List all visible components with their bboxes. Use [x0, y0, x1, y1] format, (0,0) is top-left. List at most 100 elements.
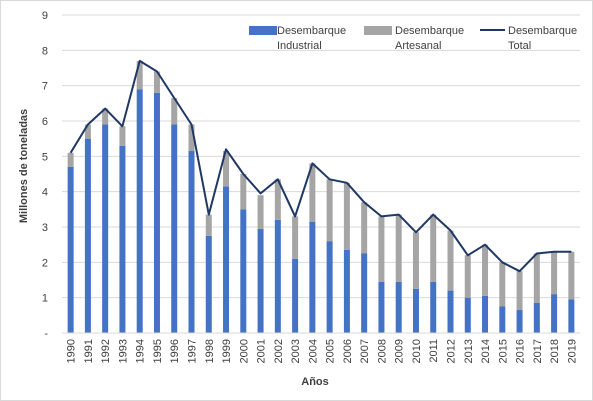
x-tick-label: 2013 [463, 339, 475, 363]
y-tick-label: 2 [42, 257, 48, 269]
bar-desembarque-industrial-1992 [102, 124, 109, 334]
legend: Desembarque Industrial Desembarque Artes… [249, 25, 577, 52]
y-axis-title: Millones de toneladas [18, 109, 30, 223]
x-tick-label: 1992 [100, 339, 112, 363]
line-desembarque-total [69, 59, 572, 273]
x-tick-label: 1990 [66, 339, 78, 363]
bar-desembarque-artesanal-2017 [533, 253, 540, 303]
x-tick-label: 2000 [238, 339, 250, 363]
bars [67, 60, 575, 334]
bar-desembarque-industrial-2018 [551, 294, 558, 333]
bar-desembarque-industrial-2009 [395, 281, 402, 333]
total-line [69, 59, 572, 273]
bar-desembarque-artesanal-2008 [378, 216, 385, 282]
bar-desembarque-artesanal-2005 [326, 179, 333, 242]
bar-desembarque-industrial-1990 [67, 166, 74, 333]
y-tick-label: - [44, 328, 48, 340]
bar-desembarque-artesanal-2015 [499, 262, 506, 307]
bar-desembarque-artesanal-2003 [292, 216, 299, 259]
x-tick-label: 2009 [394, 339, 406, 363]
bar-desembarque-industrial-2010 [412, 288, 419, 333]
legend-label-total-line1: Desembarque [508, 25, 577, 37]
x-tick-label: 2006 [342, 339, 354, 363]
x-tick-label: 2014 [480, 339, 492, 363]
x-tick-label: 2018 [549, 339, 561, 363]
y-tick-label: 3 [42, 222, 48, 234]
bar-desembarque-artesanal-2012 [447, 230, 454, 291]
bar-desembarque-artesanal-2016 [516, 271, 523, 311]
x-tick-label: 2015 [497, 339, 509, 363]
bar-desembarque-artesanal-2002 [274, 179, 281, 220]
bar-desembarque-industrial-2013 [464, 297, 471, 333]
x-tick-label: 2003 [290, 339, 302, 363]
x-tick-label: 2016 [515, 339, 527, 363]
bar-desembarque-artesanal-2009 [395, 214, 402, 282]
y-tick-label: 5 [42, 151, 48, 163]
legend-label-industrial-line2: Industrial [277, 40, 322, 52]
y-tick-labels: - 1 2 3 4 5 6 7 8 9 [42, 10, 48, 340]
x-tick-label: 2001 [256, 339, 268, 363]
bar-desembarque-industrial-2007 [361, 253, 368, 333]
bar-desembarque-artesanal-2004 [309, 163, 316, 222]
legend-label-industrial-line1: Desembarque [277, 25, 346, 37]
bar-desembarque-artesanal-2001 [257, 195, 264, 229]
x-axis-title: Años [301, 376, 329, 388]
bar-desembarque-industrial-1991 [84, 138, 91, 333]
bar-desembarque-industrial-1998 [205, 235, 212, 333]
bar-desembarque-artesanal-1990 [67, 152, 74, 167]
bar-desembarque-artesanal-1999 [223, 151, 230, 187]
x-tick-label: 1994 [135, 339, 147, 363]
y-tick-label: 8 [42, 45, 48, 57]
bar-desembarque-artesanal-2013 [464, 255, 471, 298]
bar-desembarque-artesanal-1998 [205, 214, 212, 236]
x-tick-label: 2005 [325, 339, 337, 363]
gridlines [62, 14, 580, 299]
bar-desembarque-industrial-2006 [343, 249, 350, 333]
x-tick-label: 1997 [187, 339, 199, 363]
legend-swatch-industrial [249, 26, 277, 35]
bar-desembarque-industrial-1994 [136, 89, 143, 333]
bar-desembarque-industrial-2017 [533, 302, 540, 333]
x-tick-label: 1991 [83, 339, 95, 363]
bar-desembarque-industrial-2004 [309, 221, 316, 333]
x-tick-labels: 1990 1991 1992 1993 1994 1995 1996 1997 1998 1999… [66, 339, 579, 363]
x-tick-label: 2008 [376, 339, 388, 363]
bar-desembarque-industrial-2012 [447, 290, 454, 333]
bar-desembarque-industrial-2000 [240, 209, 247, 333]
y-tick-label: 9 [42, 10, 48, 22]
bar-desembarque-industrial-2001 [257, 228, 264, 333]
legend-swatch-artesanal [364, 26, 392, 35]
y-tick-label: 1 [42, 293, 48, 305]
x-tick-label: 2019 [566, 339, 578, 363]
y-tick-label: 4 [42, 187, 48, 199]
bar-desembarque-artesanal-2006 [343, 182, 350, 250]
bar-desembarque-industrial-2019 [568, 299, 575, 333]
bar-desembarque-industrial-2005 [326, 241, 333, 333]
x-tick-label: 2011 [428, 339, 440, 363]
bar-desembarque-industrial-2002 [274, 219, 281, 333]
bar-desembarque-artesanal-2018 [551, 251, 558, 295]
bar-desembarque-artesanal-2010 [412, 232, 419, 289]
bar-desembarque-industrial-1999 [223, 186, 230, 333]
bar-desembarque-industrial-1997 [188, 151, 195, 333]
bar-desembarque-artesanal-1994 [136, 60, 143, 90]
legend-label-total-line2: Total [508, 40, 531, 52]
y-tick-label: 6 [42, 116, 48, 128]
bar-desembarque-artesanal-2019 [568, 251, 575, 300]
bar-desembarque-artesanal-2007 [361, 202, 368, 254]
bar-desembarque-artesanal-1996 [171, 98, 178, 125]
y-tick-label: 7 [42, 81, 48, 93]
bar-desembarque-industrial-2008 [378, 281, 385, 333]
bar-desembarque-industrial-1996 [171, 124, 178, 334]
bar-desembarque-industrial-1995 [153, 92, 160, 333]
bar-desembarque-artesanal-2000 [240, 174, 247, 210]
x-tick-label: 1993 [117, 339, 129, 363]
bar-desembarque-industrial-2003 [292, 258, 299, 333]
x-tick-label: 2004 [307, 339, 319, 363]
bar-desembarque-artesanal-1995 [153, 71, 160, 93]
bar-desembarque-industrial-1993 [119, 145, 126, 333]
bar-desembarque-artesanal-1993 [119, 126, 126, 146]
bar-desembarque-artesanal-2014 [482, 244, 489, 296]
